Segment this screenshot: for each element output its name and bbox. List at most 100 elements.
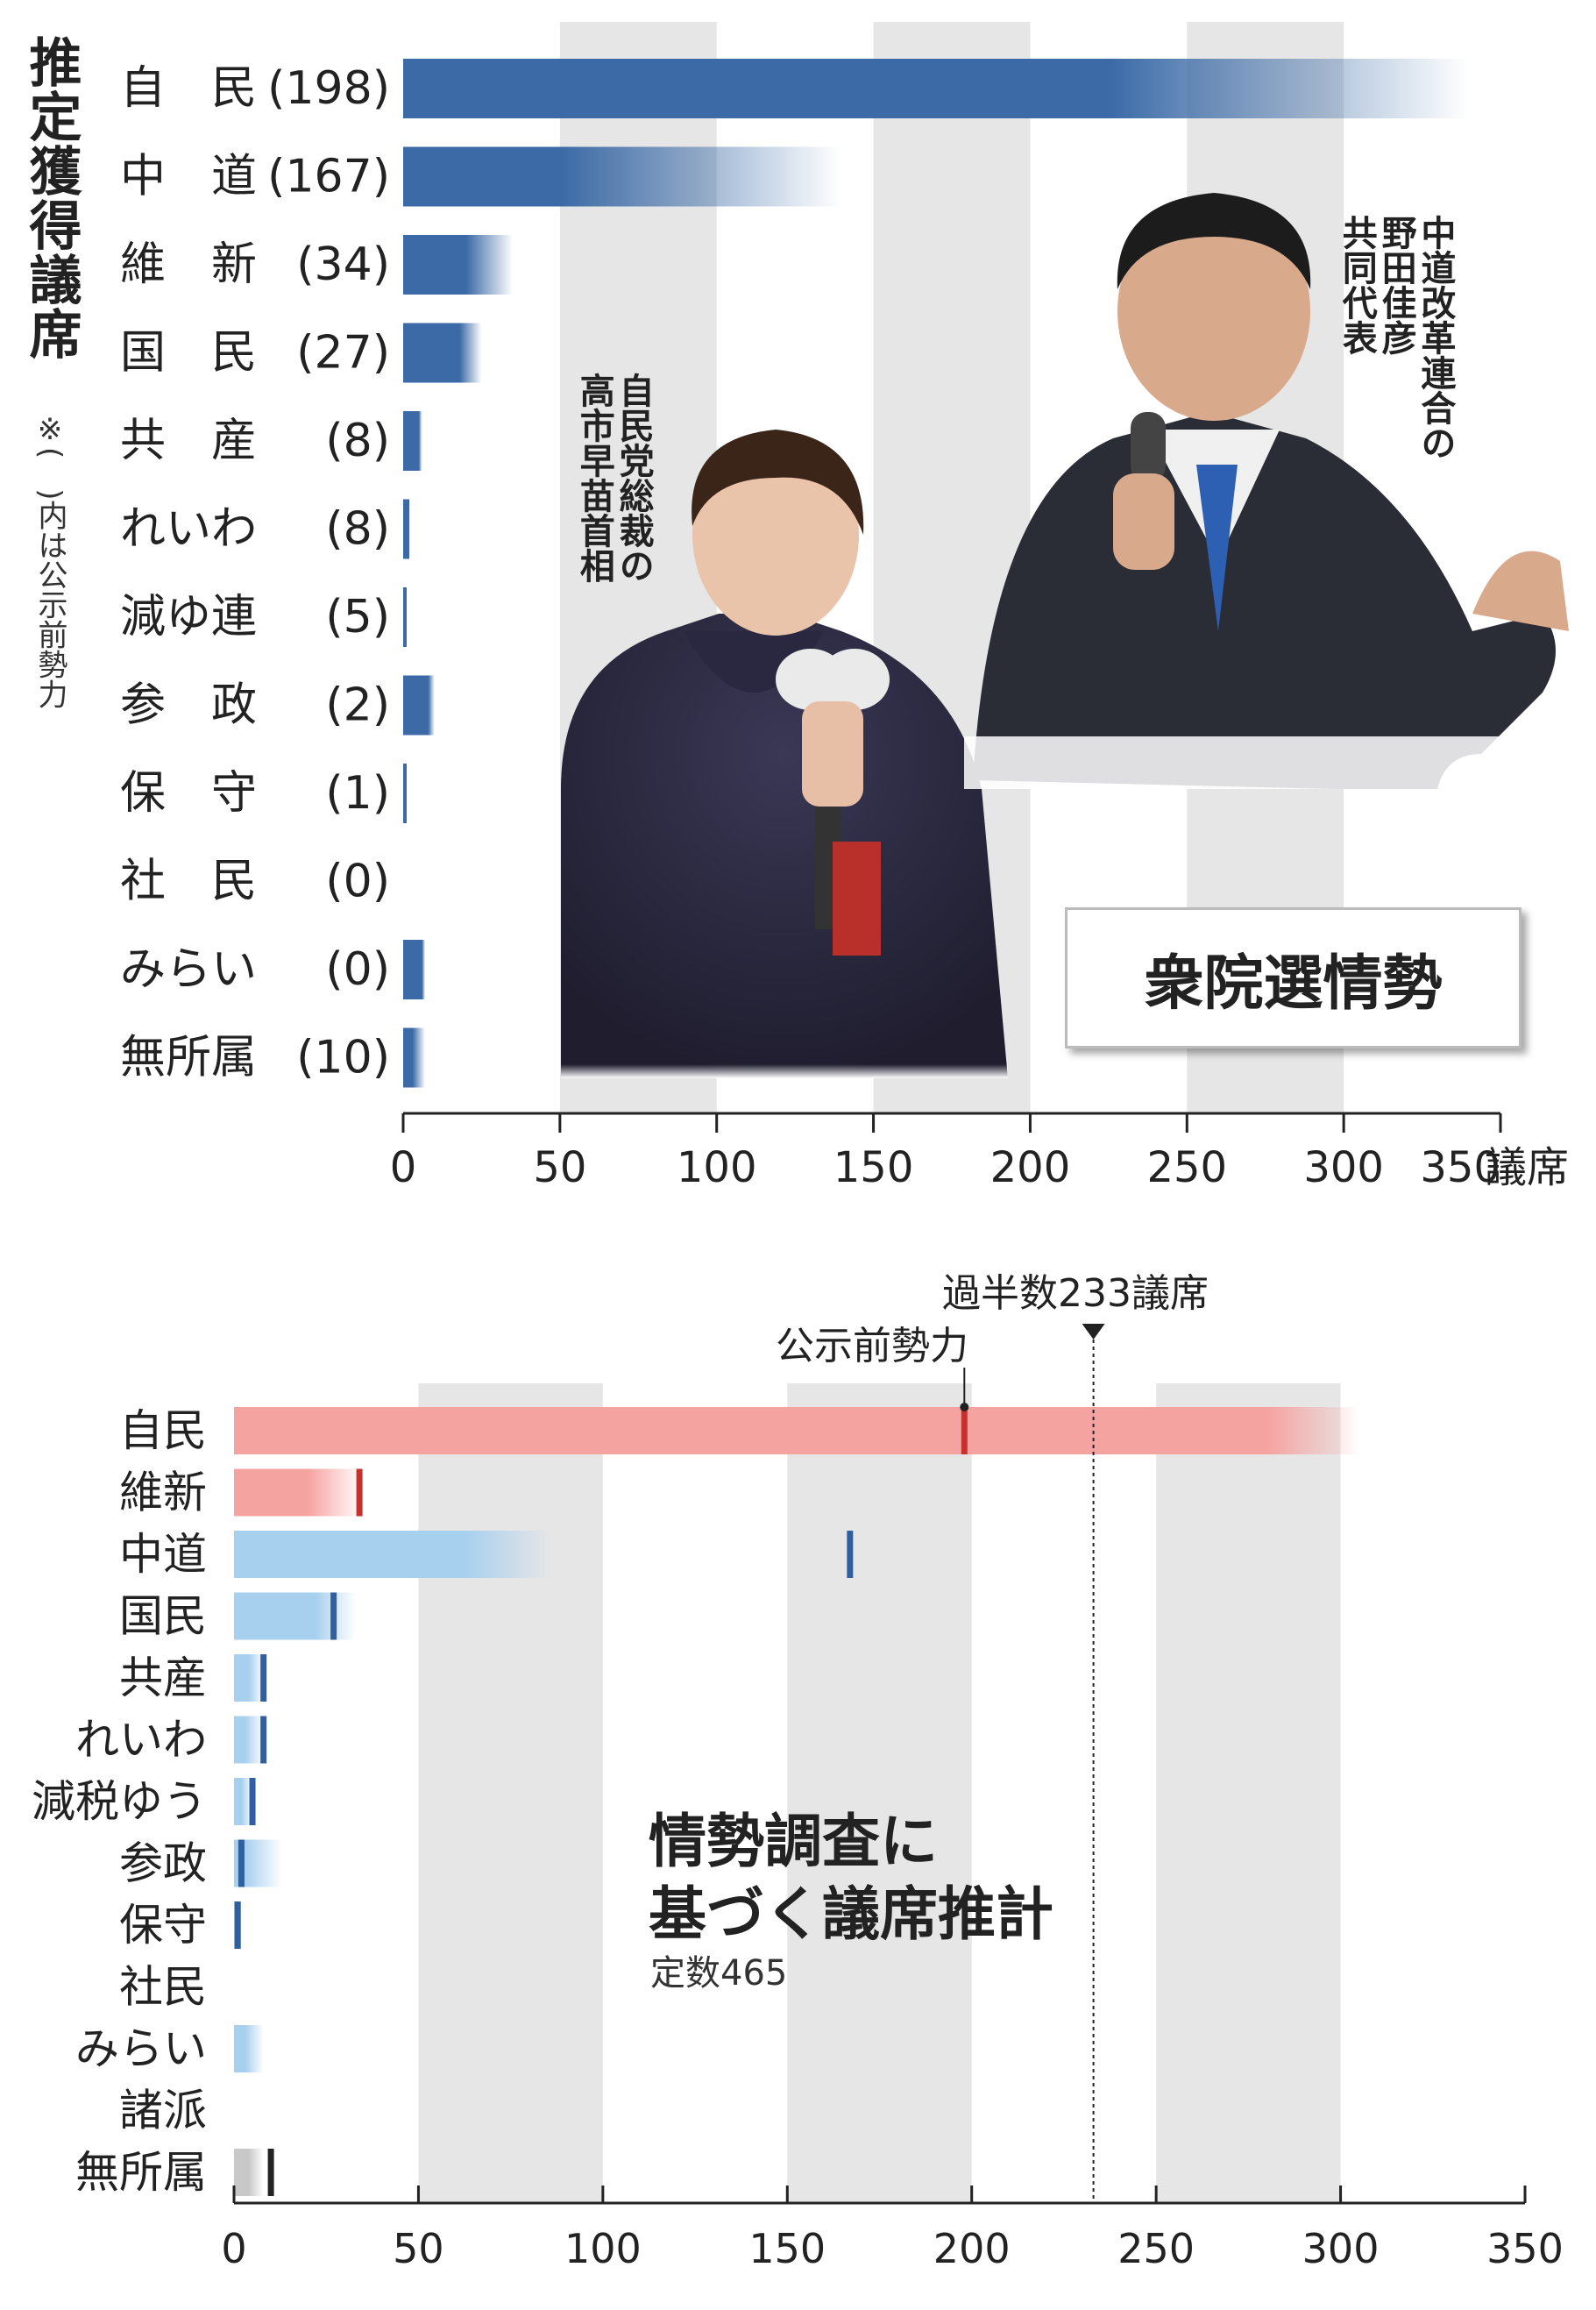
bottom-bar [234,2149,264,2196]
bottom-category-label: れいわ [75,1715,207,1766]
top-prior-label: (198) [267,62,390,115]
top-bar [403,59,1470,118]
top-category-label: 参 政 [120,679,257,732]
majority-arrow [1082,1324,1105,1340]
caption-takaichi-line2: 高市早苗首相 [573,373,614,583]
bottom-category-label: 維新 [119,1468,207,1518]
bottom-prior-marker [330,1592,337,1640]
bottom-x-tick-label: 200 [933,2225,1011,2272]
top-row-10: みらい (0) [120,940,426,999]
caption-noda-line2: 野田佳彦 [1375,215,1416,355]
bottom-row-10: みらい [75,2023,264,2074]
bottom-category-label: 国民 [119,1591,207,1642]
top-prior-label: (34) [296,238,390,291]
majority-label: 過半数233議席 [942,1271,1209,1316]
top-bar [403,1027,426,1088]
top-bar [403,323,482,383]
top-x-tick-label: 250 [1146,1143,1227,1192]
top-row-8: 保 守 (1) [120,764,407,823]
top-category-label: 共 産 [120,415,257,467]
bottom-row-12: 無所属 [75,2147,274,2198]
photo-noda [964,193,1578,789]
bottom-category-label: 中道 [119,1529,207,1580]
bottom-x-tick-label: 100 [564,2225,642,2272]
caption-noda: 中道改革連合の 野田佳彦 共同代表 [1337,215,1456,530]
bottom-category-label: 社民 [119,1962,207,2013]
bottom-row-8: 保守 [119,1900,241,1951]
bottom-x-tick-label: 350 [1486,2225,1564,2272]
bottom-bar [234,1468,364,1517]
top-bar [403,940,426,999]
election-situation-text: 衆院選情勢 [1144,949,1443,1019]
bottom-prior-marker [356,1468,363,1517]
top-row-9: 社 民 (0) [120,856,390,908]
top-category-label: 維 新 [120,238,257,291]
top-prior-label: (5) [325,591,390,643]
caption-takaichi-line1: 自民党総裁の [613,373,654,583]
top-prior-label: (2) [325,679,390,732]
bottom-x-tick-label: 250 [1117,2225,1195,2272]
top-row-0: 自 民 (198) [120,59,1470,118]
top-bar [403,146,842,207]
prior-label: 公示前勢力 [776,1324,968,1368]
bottom-category-label: 自民 [119,1405,207,1456]
bottom-category-label: 諸派 [119,2086,207,2136]
top-prior-label: (0) [325,856,390,908]
bottom-prior-marker [238,1839,245,1887]
bottom-row-7: 参政 [119,1838,282,1889]
bottom-category-label: みらい [75,2023,207,2074]
top-prior-label: (1) [325,767,390,820]
top-bar [403,235,514,295]
top-category-label: れいわ [120,503,257,556]
photo-takaichi [561,430,1008,1078]
bottom-prior-marker [234,1901,241,1949]
bottom-category-label: 減税ゆう [32,1776,207,1827]
top-x-tick-label: 150 [833,1143,914,1192]
top-row-2: 維 新 (34) [120,235,514,295]
top-category-label: 減ゆ連 [120,591,257,643]
prior-leader-dot [960,1403,969,1411]
bottom-x-tick-label: 50 [393,2225,444,2272]
top-category-label: 社 民 [120,856,257,908]
top-prior-label: (8) [325,503,390,556]
election-situation-label: 衆院選情勢 [1065,907,1522,1048]
top-category-label: 保 守 [120,767,257,820]
top-bar [403,411,422,471]
bottom-x-tick-label: 300 [1302,2225,1380,2272]
top-chart-title: 推定獲得議席 [20,35,82,361]
top-x-tick-label: 0 [390,1143,417,1192]
top-row-7: 参 政 (2) [120,675,435,736]
bottom-bar [234,1407,1359,1454]
top-category-label: 国 民 [120,327,257,380]
bottom-band-0 [418,1383,603,2203]
bottom-band-1 [787,1383,972,2203]
bottom-bar [234,2025,264,2072]
bottom-row-11: 諸派 [119,2086,207,2136]
top-bar [403,587,407,647]
bottom-bar [234,1654,264,1702]
top-bar [403,764,407,823]
top-category-label: 無所属 [120,1032,257,1084]
bottom-row-0: 自民 [119,1405,1359,1456]
bottom-band-2 [1156,1383,1341,2203]
top-row-5: れいわ (8) [120,499,410,559]
caption-noda-line1: 中道改革連合の [1415,215,1456,460]
bottom-bar [234,1531,551,1578]
top-category-label: みらい [120,943,257,996]
prior-seats-note: ※( )内は公示前勢力 [32,412,67,709]
caption-takaichi: 自民党総裁の 高市早苗首相 [573,373,654,636]
bottom-prior-marker [961,1407,968,1454]
top-prior-label: (10) [296,1032,390,1084]
bottom-row-6: 減税ゆう [32,1776,256,1827]
bottom-category-label: 保守 [119,1900,207,1951]
bottom-row-3: 国民 [119,1591,356,1642]
bottom-row-5: れいわ [75,1715,267,1766]
bottom-prior-marker [847,1531,854,1578]
top-row-1: 中 道 (167) [120,146,842,207]
top-category-label: 中 道 [120,151,257,203]
bottom-x-tick-label: 150 [748,2225,826,2272]
top-bar [403,499,410,559]
bottom-chart-title: 情勢調査に 基づく議席推計 [649,1806,1053,1951]
bottom-prior-marker [260,1654,267,1702]
bottom-bar [234,1778,253,1825]
